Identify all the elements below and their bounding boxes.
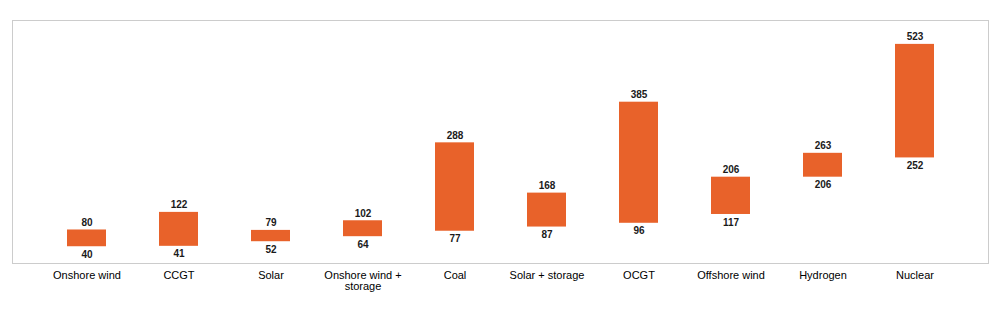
svg-text:Onshore wind: Onshore wind [53,269,121,281]
svg-text:523: 523 [907,31,924,42]
svg-text:385: 385 [631,89,648,100]
svg-text:Hydrogen: Hydrogen [799,269,847,281]
svg-text:Solar + storage: Solar + storage [510,269,585,281]
svg-text:288: 288 [447,130,464,141]
svg-text:80: 80 [81,217,93,228]
svg-text:64: 64 [357,239,369,250]
svg-text:40: 40 [81,249,93,260]
svg-text:263: 263 [815,140,832,151]
svg-text:Offshore wind: Offshore wind [697,269,765,281]
svg-text:52: 52 [265,244,277,255]
svg-text:CCGT: CCGT [163,269,194,281]
svg-text:Solar: Solar [258,269,284,281]
svg-text:77: 77 [449,233,461,244]
svg-text:206: 206 [815,179,832,190]
svg-text:117: 117 [723,217,740,228]
svg-text:168: 168 [539,180,556,191]
svg-text:122: 122 [171,199,188,210]
svg-text:252: 252 [907,160,924,171]
svg-text:79: 79 [265,217,277,228]
svg-text:Onshore wind +storage: Onshore wind +storage [324,269,401,292]
svg-text:102: 102 [355,208,372,219]
svg-text:87: 87 [541,229,553,240]
svg-text:96: 96 [633,225,645,236]
svg-text:206: 206 [723,164,740,175]
svg-text:41: 41 [173,248,185,259]
svg-text:Nuclear: Nuclear [896,269,934,281]
svg-text:OCGT: OCGT [623,269,655,281]
svg-text:Coal: Coal [444,269,467,281]
